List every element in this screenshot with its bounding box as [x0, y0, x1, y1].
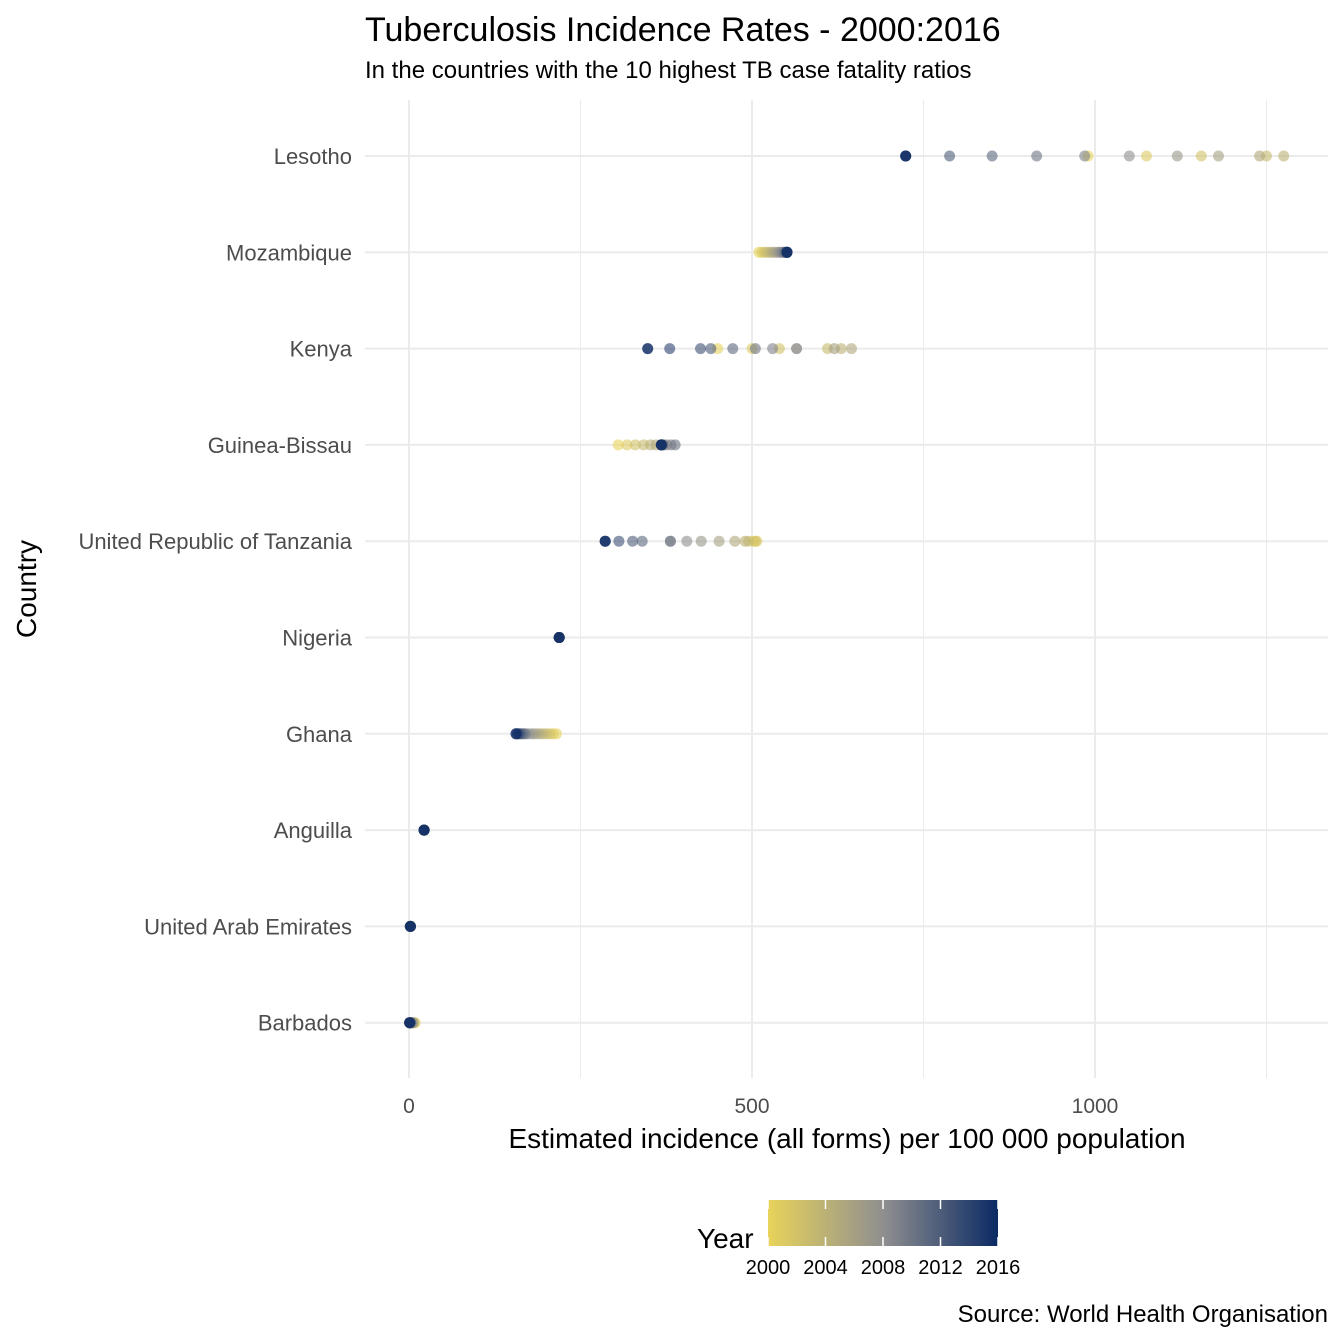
- data-point: [1123, 150, 1135, 162]
- data-point: [944, 150, 956, 162]
- x-tick-label: 500: [734, 1095, 769, 1118]
- y-tick-label: Kenya: [290, 337, 353, 362]
- data-point: [621, 439, 633, 451]
- y-tick-label: United Arab Emirates: [144, 914, 352, 939]
- data-point: [713, 535, 725, 547]
- data-point: [627, 535, 639, 547]
- grid: [365, 100, 1328, 1078]
- chart-subtitle: In the countries with the 10 highest TB …: [365, 57, 972, 84]
- x-axis-tick-labels: 0 500 1000: [403, 1095, 1118, 1118]
- y-tick-label: Lesotho: [274, 144, 352, 169]
- y-tick-label: United Republic of Tanzania: [78, 529, 352, 554]
- data-point: [791, 343, 803, 355]
- y-axis-tick-labels: Lesotho Mozambique Kenya Guinea-Bissau Unite…: [78, 144, 352, 1036]
- x-tick-label: 0: [403, 1095, 415, 1118]
- data-point: [553, 632, 565, 643]
- data-point: [846, 343, 857, 355]
- data-point: [404, 1017, 416, 1029]
- year-legend: Year 2000 2004 2008 2012 2016: [697, 1200, 1020, 1279]
- data-point: [828, 343, 840, 355]
- data-point: [510, 728, 522, 740]
- data-point: [900, 150, 912, 162]
- data-point: [599, 535, 611, 547]
- data-point: [669, 439, 681, 451]
- data-point: [1141, 150, 1152, 162]
- data-points: [404, 150, 1290, 1029]
- data-point: [749, 343, 761, 355]
- data-point: [681, 535, 693, 547]
- y-tick-label: Ghana: [286, 722, 353, 747]
- data-point: [729, 535, 741, 547]
- data-point: [664, 343, 676, 355]
- data-point: [695, 535, 707, 547]
- legend-tick-label: 2016: [976, 1257, 1021, 1279]
- data-point: [629, 439, 641, 451]
- data-point: [1213, 150, 1224, 162]
- data-point: [613, 535, 625, 547]
- data-point: [636, 535, 648, 547]
- data-point: [695, 343, 706, 355]
- data-point: [655, 439, 667, 451]
- data-point: [986, 150, 998, 162]
- data-point: [1171, 150, 1183, 162]
- data-point: [418, 824, 430, 836]
- y-tick-label: Nigeria: [282, 626, 352, 651]
- data-point: [1195, 150, 1207, 162]
- data-point: [642, 343, 654, 355]
- legend-tick-label: 2004: [803, 1257, 848, 1279]
- chart-title: Tuberculosis Incidence Rates - 2000:2016: [365, 11, 1001, 49]
- legend-ticks: 2000 2004 2008 2012 2016: [746, 1200, 1021, 1279]
- data-point: [767, 343, 779, 355]
- legend-tick-label: 2012: [918, 1257, 963, 1279]
- data-point: [612, 439, 624, 451]
- y-tick-label: Anguilla: [274, 818, 353, 843]
- x-axis-title: Estimated incidence (all forms) per 100 …: [508, 1123, 1185, 1154]
- legend-tick-label: 2000: [746, 1257, 791, 1279]
- data-point: [1278, 150, 1290, 162]
- chart-caption: Source: World Health Organisation: [958, 1301, 1328, 1328]
- data-point: [705, 343, 717, 355]
- x-tick-label: 1000: [1072, 1095, 1119, 1118]
- y-tick-label: Barbados: [258, 1011, 352, 1036]
- data-point: [727, 343, 739, 355]
- data-point: [404, 920, 416, 932]
- data-point: [1254, 150, 1266, 162]
- legend-tick-label: 2008: [861, 1257, 906, 1279]
- data-point: [1079, 150, 1091, 162]
- y-axis-title: Country: [11, 540, 42, 638]
- data-point: [664, 535, 676, 547]
- data-point: [1031, 150, 1043, 162]
- data-point: [781, 246, 793, 258]
- y-tick-label: Mozambique: [226, 240, 352, 265]
- legend-title: Year: [697, 1223, 754, 1254]
- data-point: [739, 535, 751, 547]
- y-tick-label: Guinea-Bissau: [208, 433, 352, 458]
